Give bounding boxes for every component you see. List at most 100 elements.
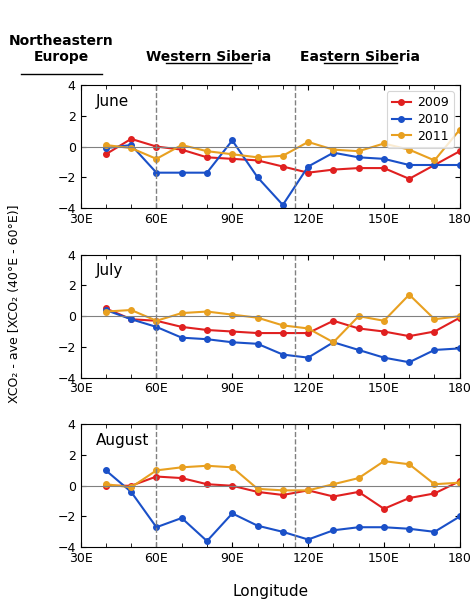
2009 [255, 330, 260, 337]
2010 [229, 510, 235, 517]
2010 [204, 537, 210, 545]
2010 [406, 525, 412, 533]
2010 [255, 522, 260, 530]
2009 [381, 328, 387, 335]
2011 [330, 339, 336, 346]
2010 [179, 169, 184, 176]
2010 [280, 201, 286, 209]
2010 [457, 345, 463, 352]
Line: 2010: 2010 [103, 307, 463, 365]
2010 [103, 467, 109, 474]
2009 [204, 326, 210, 334]
2011 [381, 140, 387, 147]
2010 [229, 339, 235, 346]
2010 [154, 323, 159, 331]
2009 [457, 477, 463, 485]
Text: August: August [96, 433, 149, 448]
2009 [128, 482, 134, 489]
2011 [255, 154, 260, 161]
Text: XCO₂ - ave [XCO₂ (40°E - 60°E)]: XCO₂ - ave [XCO₂ (40°E - 60°E)] [8, 205, 21, 403]
2009 [229, 482, 235, 489]
2009 [128, 135, 134, 142]
2009 [103, 482, 109, 489]
2011 [204, 308, 210, 315]
Text: July: July [96, 263, 123, 278]
2010 [128, 142, 134, 149]
2010 [356, 523, 362, 531]
2011 [432, 316, 438, 323]
Line: 2011: 2011 [103, 292, 463, 345]
2009 [154, 143, 159, 150]
2011 [356, 148, 362, 155]
2011 [154, 467, 159, 474]
2009 [229, 328, 235, 335]
2011 [103, 480, 109, 488]
2010 [128, 316, 134, 323]
2011 [280, 152, 286, 159]
2009 [457, 314, 463, 322]
2010 [305, 163, 311, 170]
2011 [128, 483, 134, 491]
2010 [432, 528, 438, 536]
2010 [305, 354, 311, 361]
2011 [128, 145, 134, 152]
2011 [255, 485, 260, 492]
2011 [305, 138, 311, 145]
2010 [103, 145, 109, 152]
2011 [432, 480, 438, 488]
2010 [255, 174, 260, 181]
2010 [330, 149, 336, 156]
2010 [154, 169, 159, 176]
2009 [204, 480, 210, 488]
2009 [255, 157, 260, 164]
2011 [406, 461, 412, 468]
2009 [356, 164, 362, 171]
2010 [128, 488, 134, 496]
2009 [179, 323, 184, 331]
2011 [356, 313, 362, 320]
2010 [305, 536, 311, 543]
2010 [406, 161, 412, 168]
2011 [229, 464, 235, 471]
2011 [280, 487, 286, 494]
Line: 2010: 2010 [103, 468, 463, 544]
2011 [229, 151, 235, 158]
2009 [179, 146, 184, 153]
2009 [330, 317, 336, 325]
2011 [381, 317, 387, 325]
2009 [356, 325, 362, 332]
2009 [381, 164, 387, 171]
2009 [406, 175, 412, 182]
2011 [179, 464, 184, 471]
2010 [330, 339, 336, 346]
2010 [432, 347, 438, 354]
2011 [179, 142, 184, 149]
2009 [406, 494, 412, 502]
Legend: 2009, 2010, 2011: 2009, 2010, 2011 [387, 91, 454, 148]
2009 [280, 330, 286, 337]
2010 [457, 161, 463, 168]
2011 [229, 311, 235, 318]
2009 [280, 491, 286, 499]
2010 [280, 351, 286, 358]
Line: 2009: 2009 [103, 136, 463, 182]
2010 [432, 161, 438, 168]
2010 [179, 514, 184, 522]
Line: 2009: 2009 [103, 306, 463, 339]
2009 [154, 317, 159, 325]
2011 [103, 308, 109, 315]
2010 [406, 359, 412, 366]
2011 [457, 479, 463, 486]
2011 [154, 317, 159, 325]
2011 [406, 146, 412, 153]
2009 [432, 161, 438, 168]
Text: Longitude: Longitude [232, 584, 308, 599]
2011 [280, 322, 286, 329]
2009 [204, 154, 210, 161]
2011 [204, 148, 210, 155]
2011 [406, 291, 412, 299]
2011 [179, 309, 184, 317]
2009 [305, 330, 311, 337]
2011 [432, 157, 438, 164]
2009 [103, 151, 109, 158]
